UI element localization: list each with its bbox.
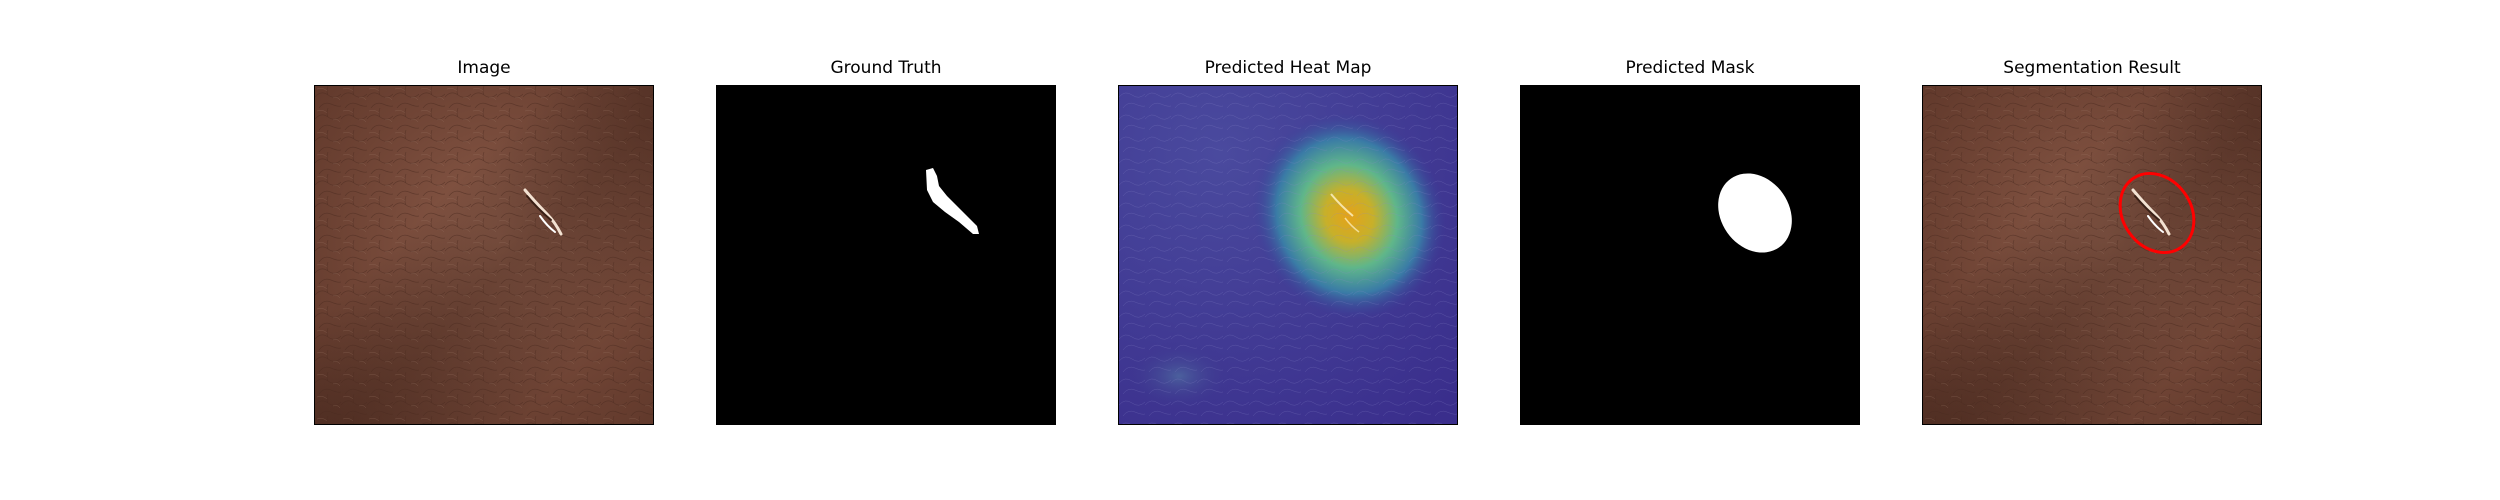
segmentation-overlay xyxy=(1922,85,2262,425)
panel-heat-map: Predicted Heat Map xyxy=(1118,0,1458,500)
panel-segmentation-result: Segmentation Result xyxy=(1922,0,2262,500)
panel-image: Image xyxy=(314,0,654,500)
panel-title: Image xyxy=(457,58,511,78)
panel-title: Predicted Heat Map xyxy=(1204,58,1372,78)
panel-title: Predicted Mask xyxy=(1625,58,1755,78)
ground-truth-region xyxy=(926,168,979,234)
panel-predicted-mask: Predicted Mask xyxy=(1520,0,1860,500)
heat-map-image xyxy=(1118,85,1458,425)
predicted-region xyxy=(1718,173,1792,253)
leather-image xyxy=(314,85,654,425)
ground-truth-mask xyxy=(716,85,1056,425)
panel-title: Ground Truth xyxy=(830,58,942,78)
segmentation-contour xyxy=(2118,171,2196,255)
predicted-mask xyxy=(1520,85,1860,425)
panel-title: Segmentation Result xyxy=(2003,58,2181,78)
panel-ground-truth: Ground Truth xyxy=(716,0,1056,500)
defect-scratch xyxy=(523,188,563,236)
